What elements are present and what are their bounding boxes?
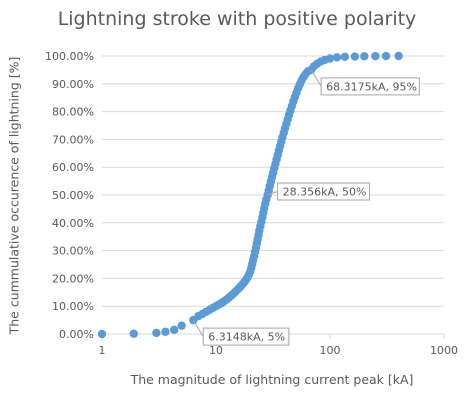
y-tick-label: 40.00% bbox=[52, 217, 94, 230]
data-point bbox=[371, 51, 380, 61]
y-tick-label: 90.00% bbox=[52, 78, 94, 91]
x-tick-label: 1000 bbox=[430, 344, 458, 357]
y-tick-label: 60.00% bbox=[52, 161, 94, 174]
annotation-leader bbox=[192, 319, 204, 337]
annotation-leader bbox=[310, 69, 322, 87]
data-point bbox=[170, 325, 179, 335]
y-tick-label: 80.00% bbox=[52, 106, 94, 119]
annotation-leader bbox=[267, 191, 278, 196]
data-point bbox=[360, 52, 369, 61]
annotation-box bbox=[277, 182, 371, 201]
y-tick-label: 0.00% bbox=[59, 328, 94, 341]
data-point bbox=[177, 321, 186, 330]
x-axis-title: The magnitude of lightning current peak … bbox=[130, 372, 414, 387]
x-tick-label: 100 bbox=[320, 344, 341, 357]
annotation-box bbox=[202, 327, 290, 346]
data-point bbox=[332, 53, 342, 62]
annotation-label: 28.356kA, 50% bbox=[283, 186, 367, 199]
y-tick-label: 70.00% bbox=[52, 133, 94, 146]
y-tick-label: 50.00% bbox=[52, 189, 94, 202]
chart-title: Lightning stroke with positive polarity bbox=[57, 8, 417, 30]
data-point bbox=[152, 328, 161, 338]
y-tick-label: 100.00% bbox=[45, 50, 94, 63]
x-tick-label: 10 bbox=[209, 344, 223, 357]
x-tick-label: 1 bbox=[99, 344, 106, 357]
annotation-label: 68.3175kA, 95% bbox=[326, 80, 417, 93]
y-tick-label: 30.00% bbox=[52, 245, 94, 258]
data-point bbox=[325, 54, 335, 63]
data-point bbox=[161, 327, 170, 336]
y-tick-label: 20.00% bbox=[52, 272, 94, 285]
annotation-label: 6.3148kA, 5% bbox=[208, 331, 285, 344]
data-point bbox=[394, 51, 403, 61]
data-point bbox=[381, 51, 391, 61]
data-point bbox=[350, 52, 359, 61]
annotation-box bbox=[320, 77, 420, 96]
data-point bbox=[97, 329, 107, 339]
data-point bbox=[340, 52, 350, 62]
y-tick-label: 10.00% bbox=[52, 300, 94, 313]
data-point bbox=[129, 329, 138, 338]
